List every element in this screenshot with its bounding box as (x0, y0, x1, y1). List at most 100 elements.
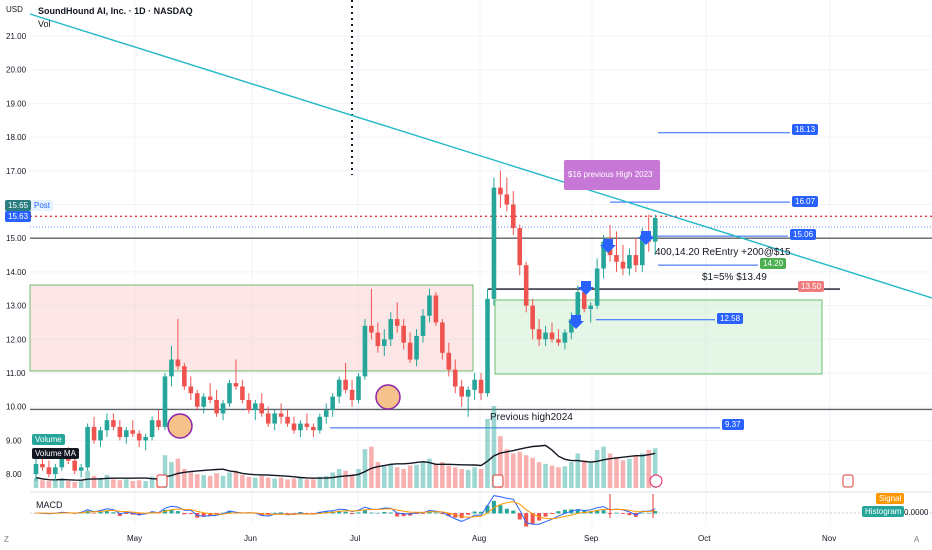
dividend-icon (649, 474, 663, 488)
macd-histogram-bar (511, 510, 516, 514)
macd-histogram-bar (485, 505, 490, 514)
candle-body (569, 319, 574, 333)
candle-body (620, 261, 626, 269)
candle-body (446, 352, 452, 370)
candle-body (143, 437, 148, 441)
volume-bar (375, 462, 381, 488)
macd-value: 0.0000 (904, 508, 929, 517)
label-14-20[interactable]: 14.20 (760, 258, 787, 269)
volume-bar (556, 467, 561, 488)
candle-body (401, 325, 406, 343)
candle-body (601, 241, 606, 269)
price-tick-label: 14.00 (6, 268, 27, 277)
macd-label: MACD (36, 500, 63, 510)
volume-bar (433, 463, 439, 488)
macd-histogram-bar (395, 513, 400, 517)
macd-histogram-bar (466, 513, 471, 515)
volume-bar (278, 477, 284, 488)
volume-bar (472, 467, 477, 488)
volume-bar (356, 469, 361, 488)
macd-histogram-bar (543, 513, 548, 517)
candle-body (278, 413, 284, 417)
candle-body (614, 255, 619, 262)
candle-body (588, 305, 593, 309)
volume-bar (304, 479, 310, 488)
volume-bar (530, 457, 535, 488)
volume-bar (491, 406, 497, 488)
candle-body (59, 453, 65, 468)
volume-bar (620, 460, 626, 488)
macd-histogram-bar (472, 511, 477, 514)
volume-bar (78, 481, 84, 488)
candle-body (182, 366, 187, 387)
candle-body (459, 386, 464, 397)
arrow-down-icon (600, 239, 616, 253)
volume-bar (640, 453, 645, 488)
price-tick-label: 19.00 (6, 99, 27, 108)
volume-bar (511, 453, 516, 488)
candle-body (259, 403, 265, 414)
volume-bar (72, 481, 77, 488)
label-18-13[interactable]: 18.13 (792, 124, 819, 135)
candle-body (130, 430, 136, 434)
macd-histogram-bar (188, 513, 193, 515)
time-tick-label: Jun (244, 534, 257, 543)
volume-bar (569, 462, 574, 488)
volume-bar (246, 476, 252, 488)
candle-body (394, 319, 400, 326)
volume-bar (420, 462, 426, 488)
volume-bar (440, 462, 445, 488)
earnings-icon (842, 474, 854, 488)
volume-bar (111, 479, 116, 488)
volume-bar (188, 472, 194, 488)
label-16-07[interactable]: 16.07 (792, 196, 819, 207)
candle-body (433, 295, 439, 323)
candle-body (349, 389, 355, 400)
macd-signal-line (35, 501, 656, 520)
candle-body (156, 420, 161, 427)
volume-bar (394, 467, 400, 488)
post-badge: Post (31, 200, 54, 211)
candle-body (207, 396, 213, 400)
label-13-50[interactable]: 13.50 (798, 281, 825, 292)
macd-histogram-bar (92, 513, 97, 514)
candle-body (33, 463, 39, 475)
price-tick-label: 21.00 (6, 32, 27, 41)
label-9-37[interactable]: 9.37 (722, 419, 744, 430)
candle-body (452, 369, 458, 387)
macd-histogram-bar (292, 513, 296, 514)
volume-bar (59, 478, 65, 488)
volume-bar (362, 449, 368, 488)
volume-bar (291, 478, 297, 488)
macd-histogram-bar (459, 513, 464, 519)
macd-histogram-bar (620, 513, 625, 514)
macd-histogram-bar (388, 512, 393, 514)
macd-histogram-bar (627, 513, 632, 516)
candle-body (407, 342, 413, 360)
volume-bar (91, 475, 97, 488)
price-tick-label: 9.00 (6, 436, 22, 445)
macd-histogram-bar (530, 513, 535, 524)
candle-body (272, 413, 277, 424)
candle-body (536, 329, 542, 340)
candle-body (556, 339, 561, 343)
macd-histogram-bar (427, 511, 432, 514)
candle-body (188, 386, 194, 394)
volume-bar (298, 477, 303, 488)
candle-body (549, 332, 555, 340)
volume-bar (65, 481, 71, 488)
chart-title: SoundHound AI, Inc. · 1D · NASDAQ (38, 6, 193, 16)
prev-high-2023-callout[interactable]: $16 previous High 2023 (564, 160, 660, 190)
volume-bar (46, 481, 52, 488)
candle-body (652, 217, 658, 242)
label-12-58[interactable]: 12.58 (717, 313, 744, 324)
candle-body (317, 416, 323, 431)
arrow-down-icon (568, 315, 584, 329)
macd-histogram-bar (491, 500, 496, 514)
price-tick-label: 20.00 (6, 66, 27, 75)
candle-body (517, 228, 523, 266)
label-15-06[interactable]: 15.06 (790, 229, 817, 240)
volume-bar (478, 469, 484, 488)
macd-histogram-bar (285, 513, 290, 514)
